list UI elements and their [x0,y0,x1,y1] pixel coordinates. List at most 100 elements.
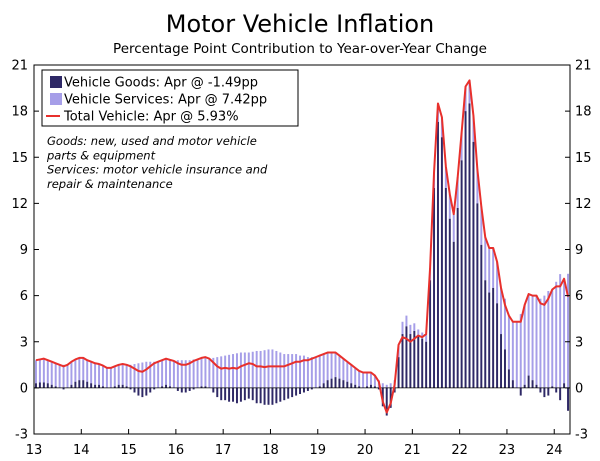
goods-bar [373,386,376,388]
y-tick-label-left: 9 [20,243,28,258]
services-bar [373,375,376,387]
y-tick-label-left: -3 [15,428,28,443]
note-line: parts & equipment [46,148,156,162]
goods-bar [153,387,156,390]
services-bar [488,247,491,293]
goods-bar [302,387,305,393]
goods-bar [460,160,463,388]
services-bar [192,359,195,388]
goods-bar [232,387,235,402]
services-bar [153,361,156,388]
y-tick-label-left: 15 [11,151,28,166]
goods-bar [90,383,93,388]
goods-bar [129,387,132,390]
services-bar [381,383,384,388]
services-bar [559,274,562,388]
x-tick-label: 21 [404,443,421,458]
legend-box [41,69,299,127]
services-bar [354,367,357,385]
goods-bar [165,384,168,388]
goods-bar [567,387,570,411]
services-bar [216,357,219,388]
note-line: Goods: new, used and motor vehicle [47,134,257,148]
y-tick-label-right: 21 [575,59,592,74]
goods-bar [287,387,290,399]
services-bar [330,352,333,379]
services-bar [346,361,349,382]
goods-bar [192,387,195,390]
services-bar [165,358,168,385]
services-bar [62,364,65,388]
goods-bar [425,341,428,388]
services-bar [389,383,392,388]
services-bar [145,361,148,388]
services-bar [137,363,140,388]
goods-bar [397,357,400,388]
services-bar [98,364,101,385]
goods-bar [468,103,471,388]
services-bar [46,360,49,384]
goods-bar [235,387,238,404]
services-bar [338,355,341,379]
goods-bar [101,386,104,388]
goods-bar [86,381,89,388]
services-bar [543,295,546,388]
services-bar [259,350,262,388]
services-bar [247,352,250,388]
services-bar [511,321,514,381]
services-bar [531,295,534,381]
goods-bar [507,369,510,388]
services-bar [295,354,298,388]
services-bar [448,194,451,219]
services-bar [279,352,282,388]
goods-bar [54,386,57,388]
goods-bar [275,387,278,404]
goods-bar [358,386,361,388]
goods-bar [310,387,313,390]
services-bar [314,357,317,388]
goods-bar [417,335,420,388]
goods-bar [429,280,432,388]
services-bar [409,324,412,335]
goods-bar [283,387,286,401]
goods-bar [141,387,144,398]
services-bar [200,357,203,387]
x-tick-label: 19 [309,443,326,458]
services-bar [58,364,61,388]
services-bar [157,361,160,388]
goods-bar [168,386,171,388]
goods-bar [452,241,455,388]
services-bar [291,354,294,388]
x-tick-label: 14 [73,443,90,458]
legend: Vehicle Goods: Apr @ -1.49pp Vehicle Serv… [41,69,299,127]
goods-bar [354,384,357,388]
services-bar [263,350,266,388]
total-vehicle-line [35,79,570,414]
services-bar [239,352,242,388]
services-bar [50,361,53,385]
services-bar [90,361,93,384]
services-bar [212,357,215,388]
services-bar [176,360,179,388]
services-bar [496,261,499,304]
services-bar [350,364,353,384]
services-bar [105,367,108,388]
services-bar [299,355,302,388]
goods-bar [228,387,231,402]
goods-bar [551,386,554,388]
goods-bar [401,334,404,388]
services-bar [306,357,309,388]
services-bar [78,357,81,381]
services-bar [413,323,416,331]
services-bar [362,372,365,388]
services-bar [101,365,104,387]
y-tick-label-left: 3 [20,335,28,350]
x-tick-label: 18 [262,443,279,458]
goods-bar [484,280,487,388]
goods-bar [204,386,207,388]
goods-bar [405,326,408,388]
y-tick-label-right: 6 [575,289,583,304]
notes: Goods: new, used and motor vehicleparts … [46,134,268,191]
goods-bar [212,387,215,393]
x-tick-label: 15 [120,443,137,458]
